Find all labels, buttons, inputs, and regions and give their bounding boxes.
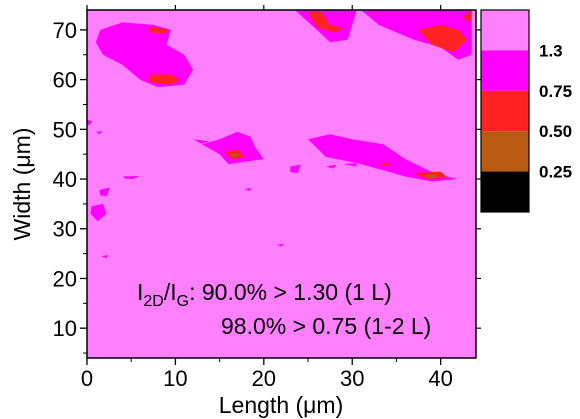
contour-region bbox=[343, 163, 357, 167]
plot-frame bbox=[86, 9, 477, 359]
colorbar-label: 0.50 bbox=[539, 122, 572, 141]
y-tick-label: 20 bbox=[53, 266, 77, 291]
contour-region bbox=[193, 139, 209, 144]
colorbar: 1.3 0.75 0.50 0.25 bbox=[480, 9, 572, 213]
contour-region bbox=[230, 153, 240, 157]
y-axis-label: Width (μm) bbox=[9, 128, 35, 241]
y-tick-label: 50 bbox=[53, 117, 77, 142]
contour-region bbox=[308, 12, 344, 33]
contour-region bbox=[148, 74, 180, 85]
contour-regions bbox=[87, 10, 472, 259]
y-tick-label: 10 bbox=[53, 316, 77, 341]
y-axis-ticks: 10 20 30 40 50 60 70 bbox=[53, 18, 481, 354]
contour-region bbox=[325, 164, 337, 169]
contour-region bbox=[95, 131, 103, 135]
contour-region bbox=[308, 134, 459, 182]
x-axis-label: Length (μm) bbox=[219, 392, 343, 418]
contour-region bbox=[122, 176, 140, 179]
colorbar-swatch bbox=[481, 90, 529, 132]
x-tick-label: 40 bbox=[428, 366, 452, 391]
annotation-line-1: I2D/IG: 90.0% > 1.30 (1 L) bbox=[137, 279, 392, 310]
y-tick-label: 40 bbox=[53, 167, 77, 192]
contour-region bbox=[418, 24, 468, 53]
contour-region bbox=[277, 243, 285, 247]
contour-region bbox=[148, 27, 169, 34]
contour-region bbox=[201, 131, 264, 165]
x-tick-label: 30 bbox=[340, 366, 364, 391]
contour-region bbox=[87, 119, 93, 126]
colorbar-label: 0.75 bbox=[539, 82, 572, 101]
contour-region bbox=[378, 162, 390, 167]
colorbar-swatch bbox=[481, 171, 529, 212]
contour-region bbox=[95, 22, 194, 88]
y-tick-label: 60 bbox=[53, 68, 77, 93]
colorbar-label: 0.25 bbox=[539, 163, 572, 182]
x-axis-ticks: 0 10 20 30 40 bbox=[81, 5, 453, 391]
colorbar-swatch bbox=[481, 50, 529, 91]
contour-region bbox=[425, 174, 438, 178]
contour-region bbox=[462, 10, 472, 23]
y-tick-label: 30 bbox=[53, 217, 77, 242]
colorbar-swatch bbox=[481, 10, 529, 51]
x-tick-label: 10 bbox=[163, 366, 187, 391]
colorbar-frame bbox=[480, 9, 530, 213]
contour-region bbox=[90, 203, 107, 222]
contour-region bbox=[290, 164, 301, 174]
colorbar-swatch bbox=[481, 131, 529, 172]
contour-region bbox=[99, 187, 110, 197]
contour-region bbox=[244, 188, 252, 191]
colorbar-label: 1.3 bbox=[539, 41, 563, 60]
x-tick-label: 0 bbox=[81, 366, 93, 391]
y-tick-label: 70 bbox=[53, 18, 77, 43]
x-tick-label: 20 bbox=[252, 366, 276, 391]
annotation-line-2: 98.0% > 0.75 (1-2 L) bbox=[221, 313, 431, 339]
contour-region bbox=[101, 255, 109, 259]
